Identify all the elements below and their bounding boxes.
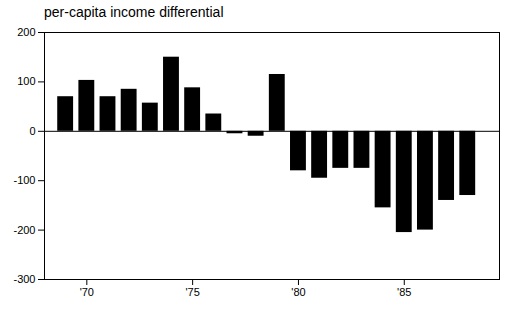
svg-text:'70: '70 bbox=[80, 286, 94, 298]
svg-text:-300: -300 bbox=[13, 273, 35, 285]
svg-text:'75: '75 bbox=[185, 286, 199, 298]
svg-text:200: 200 bbox=[17, 26, 35, 38]
svg-text:100: 100 bbox=[17, 75, 35, 87]
svg-text:-200: -200 bbox=[13, 224, 35, 236]
svg-text:0: 0 bbox=[29, 125, 35, 137]
html-text:per-capita income differential: per-capita income differential bbox=[44, 4, 224, 20]
svg-text:'85: '85 bbox=[397, 286, 411, 298]
svg-text:-100: -100 bbox=[13, 174, 35, 186]
svg-text:'80: '80 bbox=[291, 286, 305, 298]
